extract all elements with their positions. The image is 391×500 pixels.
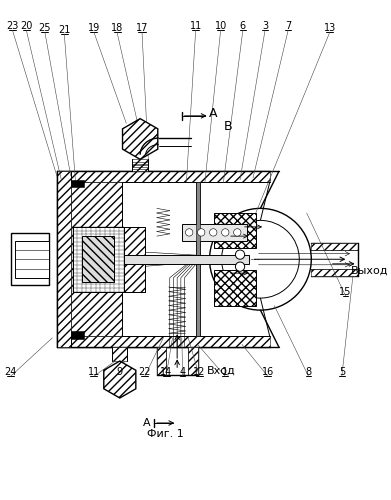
Polygon shape — [57, 336, 270, 347]
Text: 10: 10 — [215, 21, 227, 31]
Bar — [214, 213, 256, 248]
Text: 24: 24 — [4, 367, 17, 377]
Text: 22: 22 — [138, 367, 151, 377]
Circle shape — [210, 228, 217, 236]
Polygon shape — [210, 262, 279, 347]
Text: 13: 13 — [324, 23, 336, 33]
Text: 11: 11 — [88, 367, 100, 377]
Polygon shape — [112, 347, 127, 361]
Text: 8: 8 — [305, 367, 312, 377]
Text: 3: 3 — [262, 21, 268, 31]
Text: A: A — [143, 418, 151, 428]
Polygon shape — [132, 160, 149, 172]
Text: 18: 18 — [111, 23, 123, 33]
Text: 16: 16 — [262, 367, 274, 377]
Circle shape — [235, 262, 245, 272]
Polygon shape — [196, 182, 200, 336]
Polygon shape — [122, 118, 158, 160]
Text: 19: 19 — [88, 23, 100, 33]
Bar — [71, 180, 84, 187]
Text: 5: 5 — [339, 367, 345, 377]
Polygon shape — [57, 172, 71, 347]
Circle shape — [197, 228, 205, 236]
Bar — [214, 270, 256, 306]
Bar — [182, 224, 247, 240]
Text: 14: 14 — [160, 367, 172, 377]
Bar — [15, 240, 50, 278]
Circle shape — [233, 228, 241, 236]
Circle shape — [222, 228, 229, 236]
Text: A: A — [209, 106, 217, 120]
Text: 23: 23 — [6, 21, 19, 31]
Bar — [73, 227, 124, 292]
Bar — [82, 236, 114, 282]
Polygon shape — [210, 172, 279, 257]
Text: 1: 1 — [222, 367, 228, 377]
Text: 7: 7 — [285, 21, 291, 31]
Text: Фиг. 1: Фиг. 1 — [147, 429, 184, 439]
Polygon shape — [210, 208, 260, 310]
Text: Выход: Выход — [351, 266, 389, 276]
Text: 6: 6 — [240, 21, 246, 31]
Bar — [11, 234, 50, 285]
Polygon shape — [311, 242, 357, 250]
Text: 21: 21 — [58, 25, 70, 35]
Text: 25: 25 — [39, 23, 51, 33]
Polygon shape — [71, 182, 145, 336]
Text: 15: 15 — [339, 286, 352, 296]
Text: 9: 9 — [117, 367, 123, 377]
Polygon shape — [104, 361, 136, 398]
Text: 12: 12 — [193, 367, 206, 377]
Text: 17: 17 — [136, 23, 148, 33]
Polygon shape — [311, 268, 357, 276]
Text: 11: 11 — [190, 21, 202, 31]
Text: 20: 20 — [20, 21, 32, 31]
Text: 4: 4 — [179, 367, 186, 377]
Bar — [71, 332, 84, 339]
Polygon shape — [57, 172, 270, 182]
Bar — [124, 254, 249, 264]
Polygon shape — [188, 347, 197, 375]
Polygon shape — [157, 347, 166, 375]
Circle shape — [185, 228, 193, 236]
Circle shape — [235, 250, 245, 260]
Text: Вход: Вход — [207, 366, 235, 376]
Text: B: B — [224, 120, 232, 134]
